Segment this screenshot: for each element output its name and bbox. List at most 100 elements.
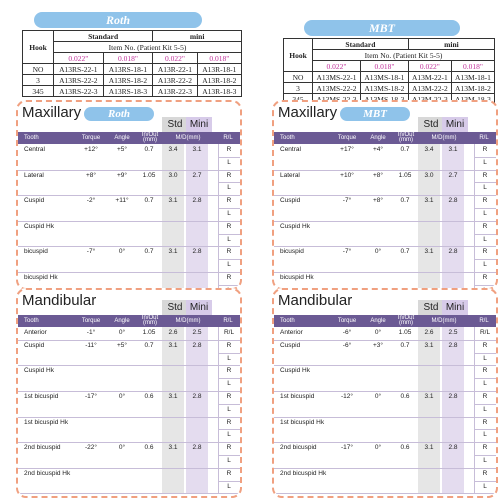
- rl-letter: L: [227, 405, 231, 413]
- std-md-value: 3.1: [168, 248, 178, 256]
- mini-md-value: 2.8: [192, 393, 202, 400]
- tooth-name: 2nd bicuspid: [24, 444, 61, 452]
- mini-column: [442, 327, 464, 494]
- item-cell: A13RS-18-3: [102, 85, 154, 97]
- std-column: [162, 144, 184, 288]
- angle-value: 0°: [118, 393, 126, 400]
- std-md-value: 3.1: [168, 444, 178, 452]
- divider: [218, 327, 219, 494]
- divider: [218, 233, 240, 235]
- torque-value: +17°: [340, 146, 354, 153]
- divider: [18, 195, 240, 197]
- slot-cell: 0.022": [152, 52, 198, 64]
- tooth-name: Cuspid Hk: [24, 222, 54, 230]
- kit-badge: Roth: [84, 107, 154, 121]
- angle-value: 0°: [374, 329, 382, 336]
- table-row: Central +17° +4° 0.7 3.4 3.1: [274, 144, 496, 157]
- table-row: 1st bicuspid Hk: [274, 417, 496, 430]
- item-cell: A13M-18-1: [450, 71, 496, 83]
- table-row: 2nd bicuspid -22° 0° 0.6 3.1 2.8: [18, 442, 240, 455]
- slot-cell: 0.018": [102, 52, 154, 64]
- divider: [274, 246, 496, 248]
- torque-value: -11°: [85, 341, 97, 349]
- header-tooth: Tooth: [280, 135, 295, 141]
- divider: [18, 246, 240, 248]
- divider: [474, 182, 496, 184]
- std-md-value: 3.1: [424, 197, 434, 205]
- std-md-value: 3.0: [424, 171, 434, 179]
- torque-value: -7°: [342, 248, 352, 256]
- header-angle: Angle: [114, 318, 130, 324]
- angle-value: 0°: [118, 444, 126, 452]
- standard-header: Standard: [52, 30, 154, 42]
- torque-value: -7°: [342, 197, 352, 205]
- inout-value: 0.6: [144, 444, 154, 452]
- divider: [274, 365, 496, 367]
- rl-letter: R: [226, 341, 232, 349]
- std-column: [418, 144, 440, 288]
- item-cell: A13MS-18-1: [359, 71, 409, 83]
- rl-letter: L: [227, 431, 231, 439]
- divider: [218, 156, 240, 158]
- divider: [218, 378, 240, 380]
- table-row: 345 A13RS-22-3 A13RS-18-3 A13R-22-3 A13R-18-…: [22, 85, 243, 97]
- mini-column: [442, 144, 464, 288]
- inout-value: 0.7: [400, 197, 410, 205]
- item-cell: A13RS-18-2: [102, 74, 154, 86]
- inout-value: 0.6: [400, 444, 410, 452]
- divider: [274, 416, 496, 418]
- rl-letter: L: [480, 285, 490, 288]
- inout-value: 0.7: [400, 146, 410, 153]
- divider: [274, 169, 496, 171]
- header-torque: Torque: [337, 135, 357, 141]
- tooth-name: bicuspid: [24, 248, 48, 256]
- divider: [474, 378, 496, 380]
- divider: [18, 416, 240, 418]
- table-row: Cuspid -7° +8° 0.7 3.1 2.8: [274, 195, 496, 208]
- rl-letter: L: [227, 354, 231, 362]
- divider: [474, 156, 496, 158]
- rl-letter: L: [483, 431, 487, 439]
- divider: [274, 272, 496, 273]
- inout-value: 0.7: [400, 248, 410, 256]
- header-inout: In/Out (mm): [397, 314, 415, 327]
- torque-value: +12°: [84, 146, 98, 153]
- inout-value: 1.05: [398, 329, 412, 336]
- divider: [274, 220, 496, 222]
- tab-mini: Mini: [442, 117, 468, 132]
- rl-letter: L: [483, 380, 487, 388]
- angle-value: 0°: [374, 248, 382, 256]
- inout-value: 1.05: [142, 171, 156, 179]
- mini-md-value: 2.8: [448, 248, 458, 256]
- rl-letter: R: [226, 248, 232, 256]
- angle-value: 0°: [118, 329, 126, 336]
- inout-value: 0.7: [400, 341, 410, 349]
- divider: [474, 480, 496, 482]
- header-rl: R/L: [479, 135, 489, 141]
- angle-value: 0°: [374, 444, 382, 452]
- rl-letter: L: [227, 184, 231, 192]
- table-row: Cuspid Hk: [274, 365, 496, 378]
- std-column: [162, 327, 184, 494]
- divider: [474, 429, 496, 431]
- slot-cell: 0.018": [196, 52, 243, 64]
- rl-letter: R: [226, 274, 232, 281]
- rl-letter: R: [226, 393, 232, 400]
- header-torque: Torque: [337, 318, 357, 324]
- item-cell: A13M-22-2: [407, 82, 452, 94]
- rl-letter: R: [226, 171, 232, 179]
- header-angle: Angle: [114, 135, 130, 141]
- tooth-name: Cuspid: [280, 341, 301, 349]
- tab-mini: Mini: [186, 117, 212, 132]
- divider: [18, 391, 240, 392]
- rl-letter: L: [483, 457, 487, 464]
- rl-letter: L: [483, 184, 487, 192]
- item-cell: A13M-22-1: [407, 71, 452, 83]
- divider: [474, 455, 496, 456]
- header-inout: In/Out (mm): [141, 131, 159, 144]
- std-md-value: 3.1: [424, 393, 434, 400]
- std-md-value: 3.4: [424, 146, 434, 153]
- divider: [18, 493, 240, 495]
- inout-value: 1.05: [142, 329, 156, 336]
- rl-letter: R: [226, 146, 232, 153]
